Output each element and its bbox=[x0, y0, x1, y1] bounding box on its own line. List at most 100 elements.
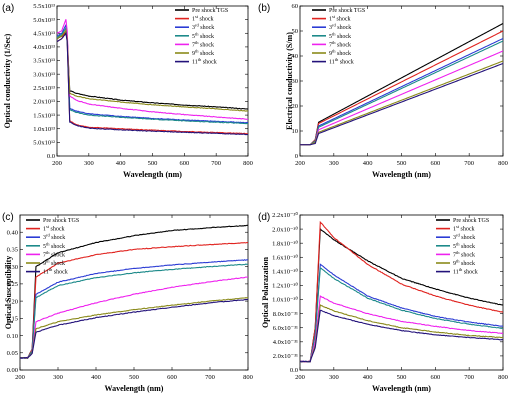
series-line-4 bbox=[20, 276, 248, 359]
x-tick-label: 400 bbox=[363, 160, 373, 167]
y-tick-label: 0.10 bbox=[7, 333, 18, 340]
panel-label: (b) bbox=[258, 3, 270, 14]
x-tick-label: 200 bbox=[295, 374, 305, 381]
y-tick-label: 3.0x10¹³ bbox=[33, 71, 55, 78]
series-line-1 bbox=[20, 241, 248, 359]
legend-entry: 5th shock bbox=[43, 241, 65, 250]
series-line-4 bbox=[300, 50, 503, 146]
y-tick-label: 1.0x10¹³ bbox=[33, 126, 55, 133]
x-axis-label: Wavelength (nm) bbox=[372, 384, 431, 393]
legend-entry: 11th shock bbox=[43, 267, 68, 276]
legend-entry: 3rd shock bbox=[192, 23, 214, 32]
x-tick-label: 800 bbox=[498, 374, 508, 381]
legend-entry: Pre shock TGS bbox=[453, 218, 489, 224]
y-tick-label: 5.0x10¹² bbox=[33, 140, 55, 147]
series-line-5 bbox=[20, 297, 248, 359]
y-tick-label: 2.0x10⁻³¹ bbox=[273, 353, 298, 360]
y-tick-label: 60 bbox=[292, 3, 299, 10]
series-line-0 bbox=[20, 224, 248, 359]
y-tick-label: 1.8x10⁻³⁰ bbox=[272, 239, 298, 247]
x-tick-label: 500 bbox=[129, 374, 139, 381]
y-tick-label: 0.15 bbox=[7, 316, 18, 323]
y-tick-label: 2.0x10¹³ bbox=[33, 99, 55, 106]
series-line-3 bbox=[300, 267, 503, 363]
series-line-5 bbox=[300, 304, 503, 363]
y-tick-label: 5.0x10¹³ bbox=[33, 17, 55, 24]
y-tick-label: 0 bbox=[295, 153, 298, 160]
legend-entry: 3rd shock bbox=[453, 233, 475, 242]
series-line-2 bbox=[300, 38, 503, 146]
legend-entry: 1st shock bbox=[329, 14, 351, 23]
legend-entry: 7th shock bbox=[192, 40, 214, 49]
x-tick-label: 800 bbox=[498, 160, 508, 167]
x-tick-label: 400 bbox=[116, 160, 126, 167]
y-tick-label: 30 bbox=[292, 78, 299, 85]
x-tick-label: 700 bbox=[205, 374, 215, 381]
chart-panel-a: (a) 200 300 400 500 600 700 800 0.0 5.0x10¹² 1.0x1… bbox=[2, 3, 253, 179]
y-axis-label: Optical Polarazation bbox=[261, 257, 270, 328]
legend-entry: Pre shock TGS bbox=[43, 218, 79, 224]
series-line-4 bbox=[57, 19, 248, 120]
x-tick-label: 600 bbox=[430, 160, 440, 167]
series-line-6 bbox=[20, 298, 248, 359]
series-line-1 bbox=[300, 220, 503, 363]
legend-entry: 9th shock bbox=[43, 259, 65, 268]
x-tick-label: 400 bbox=[363, 374, 373, 381]
legend-entry: 1st shock bbox=[453, 224, 475, 233]
series-lines bbox=[57, 19, 248, 136]
legend-entry: 7th shock bbox=[329, 40, 351, 49]
series-line-0 bbox=[300, 23, 503, 146]
y-tick-label: 50 bbox=[292, 28, 299, 35]
x-tick-label: 200 bbox=[15, 374, 25, 381]
y-axis-label: Optical conductivity (1/Sec) bbox=[3, 33, 12, 128]
panel-label: (c) bbox=[2, 212, 14, 223]
chart-panel-c: (c) 200 300 400 500 600 700 800 0.00 0.05 0.10 0.15… bbox=[2, 212, 253, 393]
legend-entry: 11th shock bbox=[453, 267, 478, 276]
series-line-1 bbox=[57, 28, 248, 135]
y-tick-label: 0.05 bbox=[7, 350, 18, 357]
legend-entry: 3rd shock bbox=[43, 233, 65, 242]
series-line-5 bbox=[57, 28, 248, 112]
x-tick-label: 600 bbox=[167, 374, 177, 381]
x-tick-label: 500 bbox=[397, 160, 407, 167]
y-tick-label: 1.4x10⁻³⁰ bbox=[272, 268, 298, 276]
series-line-5 bbox=[300, 60, 503, 146]
y-tick-label: 0.20 bbox=[7, 298, 18, 305]
panel-label: (d) bbox=[258, 212, 270, 223]
x-tick-label: 200 bbox=[295, 160, 305, 167]
legend-entry: 7th shock bbox=[453, 250, 475, 259]
x-tick-label: 700 bbox=[464, 160, 474, 167]
x-tick-label: 300 bbox=[84, 160, 94, 167]
series-line-3 bbox=[57, 26, 248, 125]
legend-entry: Pre shock TGS bbox=[192, 8, 228, 14]
series-line-6 bbox=[300, 309, 503, 363]
series-line-2 bbox=[20, 259, 248, 359]
legend-entry: 11th shock bbox=[192, 57, 217, 66]
series-lines bbox=[300, 23, 503, 146]
y-tick-label: 0.25 bbox=[7, 281, 18, 288]
legend-entry: 9th shock bbox=[192, 49, 214, 58]
y-axis-label: Electrical conductivity (S/m) bbox=[285, 32, 294, 130]
legend-entry: 1st shock bbox=[43, 224, 65, 233]
y-tick-label: 4.5x10¹³ bbox=[33, 30, 55, 37]
y-tick-label: 2.2x10⁻³⁰ bbox=[272, 211, 298, 219]
x-tick-label: 700 bbox=[211, 160, 221, 167]
y-tick-label: 1.6x10⁻³⁰ bbox=[272, 253, 298, 261]
x-tick-label: 800 bbox=[243, 160, 253, 167]
y-tick-label: 0.30 bbox=[7, 264, 18, 271]
x-tick-label: 200 bbox=[52, 160, 62, 167]
x-tick-label: 800 bbox=[243, 374, 253, 381]
y-axis-label: Optical Susceptibility bbox=[4, 256, 13, 330]
x-axis-label: Wavelength (nm) bbox=[372, 170, 431, 179]
y-tick-label: 0.35 bbox=[7, 247, 18, 254]
chart-panel-b: (b) 200 300 400 500 600 700 800 0 10 20 30 40 50 60 Wav… bbox=[258, 3, 508, 179]
y-tick-label: 5.5x10¹³ bbox=[33, 3, 55, 10]
y-tick-label: 0.0 bbox=[47, 153, 55, 160]
y-tick-label: 6.0x10⁻³¹ bbox=[273, 325, 298, 332]
y-tick-label: 20 bbox=[292, 103, 299, 110]
